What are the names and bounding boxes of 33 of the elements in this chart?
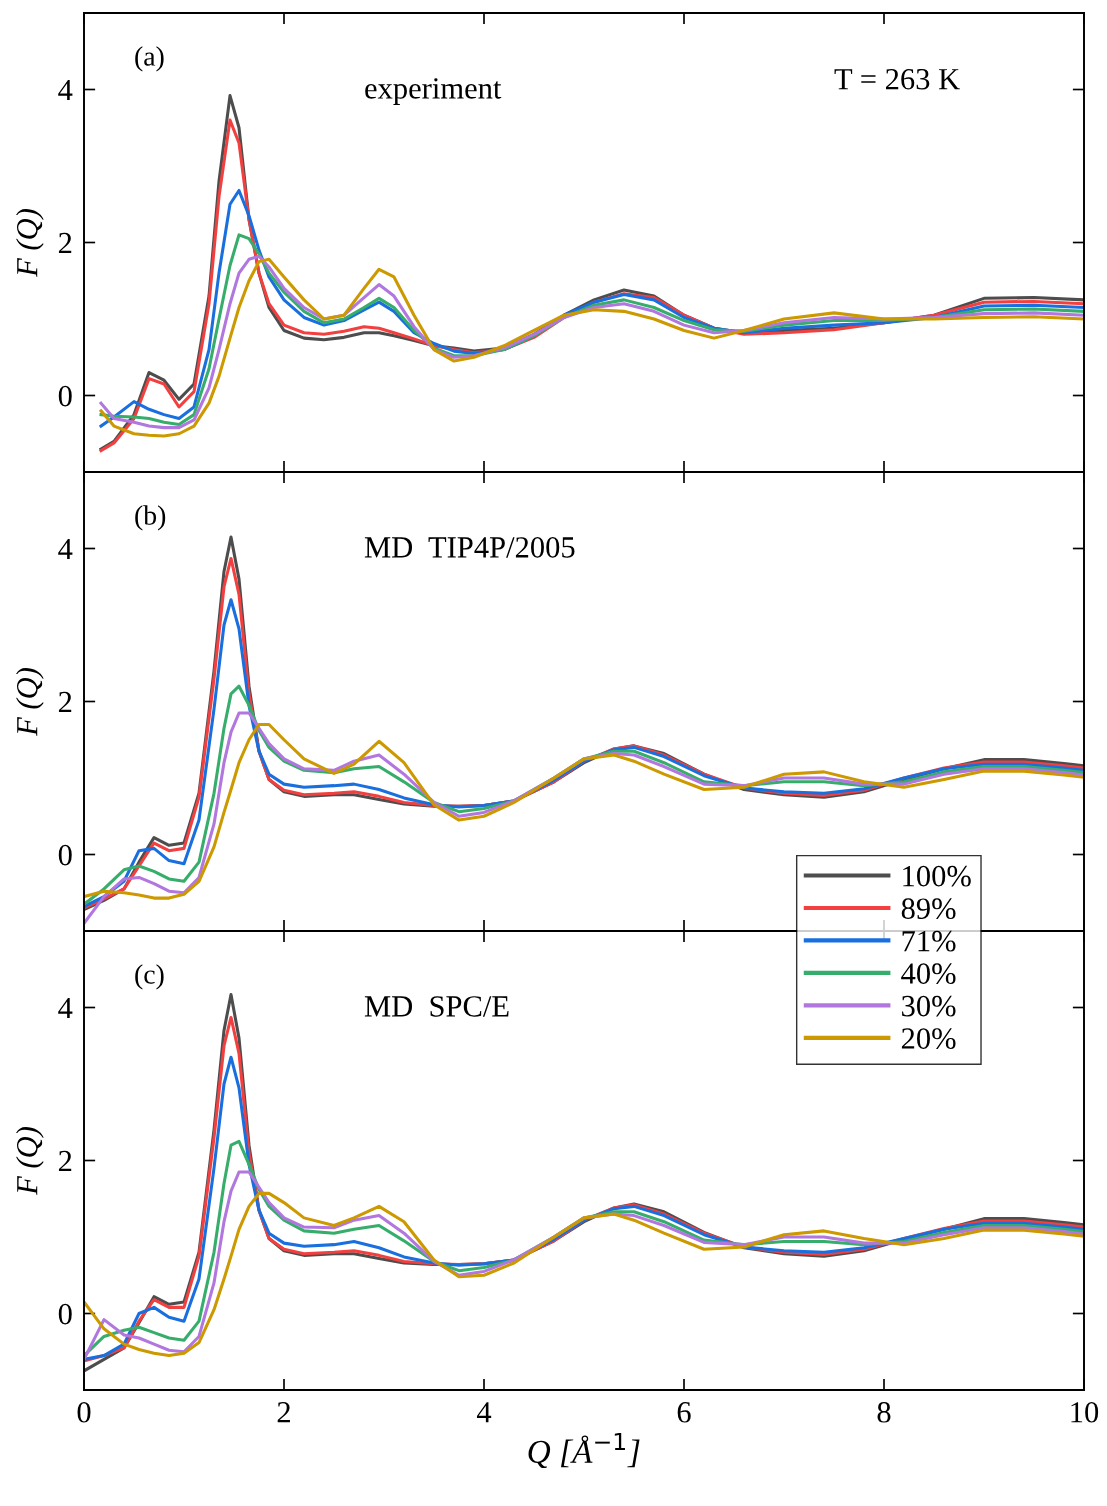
y-axis-title: F (Q)	[16, 209, 44, 278]
legend-label: 40%	[901, 963, 956, 985]
y-axis-title: F (Q)	[16, 668, 44, 737]
y-tick-label: 2	[58, 1150, 72, 1172]
y-tick-label: 2	[58, 232, 72, 254]
y-axis-title: F (Q)	[16, 1127, 44, 1196]
y-tick-label: 2	[58, 691, 72, 713]
x-tick-label: 4	[476, 1402, 492, 1423]
y-tick-label: 4	[58, 79, 73, 101]
x-tick-label: 8	[877, 1401, 891, 1423]
x-tick-label: 6	[677, 1402, 691, 1423]
legend-label: 89%	[901, 898, 956, 920]
annotation: experiment	[365, 78, 502, 105]
line-series	[84, 722, 1084, 900]
legend-label: 30%	[902, 995, 956, 1017]
annotation: (c)	[135, 964, 164, 990]
x-tick-label: 0	[77, 1401, 91, 1423]
y-tick-label: 0	[58, 844, 72, 866]
y-tick-label: 4	[58, 538, 73, 560]
x-tick-label: 10	[1071, 1401, 1099, 1423]
y-tick-label: 0	[58, 385, 72, 407]
annotation: (b)	[135, 505, 166, 531]
annotation: MD SPC/E	[364, 996, 509, 1017]
legend-label: 71%	[902, 930, 956, 952]
y-tick-label: 0	[58, 1303, 72, 1325]
annotation: (a)	[135, 46, 164, 72]
annotation: T = 263 K	[834, 68, 960, 90]
x-axis-title: Q [Å$^{−1}$]	[528, 1432, 640, 1469]
legend-label: 100%	[903, 865, 971, 887]
x-tick-label: 2	[277, 1402, 290, 1423]
y-tick-label: 4	[58, 997, 73, 1019]
legend-label: 20%	[901, 1028, 956, 1049]
annotation: MD TIP4P/2005	[364, 537, 575, 558]
